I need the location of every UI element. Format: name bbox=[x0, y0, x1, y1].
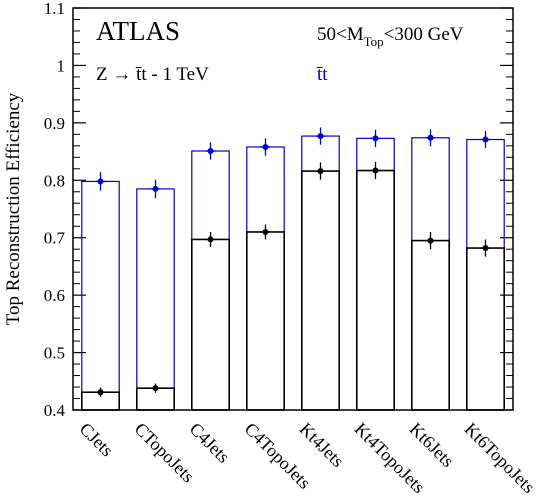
x-tick-label: CTopoJets bbox=[131, 419, 199, 487]
experiment-label: ATLAS bbox=[96, 16, 180, 46]
y-tick-label: 0.7 bbox=[44, 229, 66, 248]
bar-black bbox=[246, 231, 286, 411]
x-tick-label: Kt6Jets bbox=[406, 419, 458, 471]
y-tick-label: 0.6 bbox=[44, 286, 65, 305]
x-tick-label: CJets bbox=[76, 419, 118, 461]
y-tick-label: 0.9 bbox=[44, 114, 65, 133]
bar-blue bbox=[136, 188, 175, 411]
data-point-black bbox=[97, 389, 104, 396]
data-point-blue bbox=[152, 185, 159, 192]
bar-black bbox=[410, 239, 450, 411]
mass-window-label: 50<MTop<300 GeV bbox=[317, 24, 464, 49]
y-axis-label: Top Reconstruction Efficiency bbox=[3, 92, 24, 325]
data-point-blue bbox=[207, 147, 214, 154]
x-tick-label: Kt6TopoJets bbox=[461, 419, 539, 497]
bar-blue bbox=[411, 137, 450, 411]
data-point-blue bbox=[482, 136, 489, 143]
bar-blue bbox=[246, 146, 285, 411]
data-point-blue bbox=[262, 143, 269, 150]
process-label: Z → t̄t - 1 TeV bbox=[96, 64, 209, 85]
plot-frame bbox=[72, 7, 514, 411]
mass-window-subscript: Top bbox=[364, 34, 384, 49]
bar-black bbox=[465, 247, 505, 411]
bar-black bbox=[191, 238, 231, 411]
data-point-blue bbox=[372, 135, 379, 142]
bar-black bbox=[300, 170, 340, 411]
y-tick-label: 0.5 bbox=[44, 344, 65, 363]
x-tick-label: C4Jets bbox=[186, 419, 234, 467]
data-point-blue bbox=[97, 178, 104, 185]
bar-black bbox=[355, 169, 395, 411]
data-point-black bbox=[152, 385, 159, 392]
bar-blue bbox=[81, 180, 120, 411]
y-tick-label: 1.1 bbox=[44, 0, 65, 18]
bar-blue bbox=[191, 150, 230, 411]
bars-layer bbox=[81, 127, 505, 411]
mass-window-suffix: <300 GeV bbox=[384, 24, 464, 45]
bar-blue bbox=[466, 138, 505, 411]
data-point-black bbox=[317, 168, 324, 175]
data-point-black bbox=[207, 236, 214, 243]
series-tag-label: t̄t bbox=[317, 64, 329, 85]
y-axis: 0.4 0.5 0.6 0.7 0.8 0.9 1 1.1 bbox=[44, 0, 513, 420]
data-point-black bbox=[427, 237, 434, 244]
data-point-blue bbox=[317, 133, 324, 140]
data-point-blue bbox=[427, 134, 434, 141]
y-tick-label: 0.8 bbox=[44, 171, 65, 190]
data-point-black bbox=[262, 228, 269, 235]
y-tick-label: 0.4 bbox=[44, 401, 66, 420]
y-tick-label: 1 bbox=[57, 56, 66, 75]
x-tick-label: Kt4Jets bbox=[296, 419, 348, 471]
data-point-black bbox=[482, 245, 489, 252]
mass-window-prefix: 50<M bbox=[317, 24, 364, 45]
data-point-black bbox=[372, 167, 379, 174]
